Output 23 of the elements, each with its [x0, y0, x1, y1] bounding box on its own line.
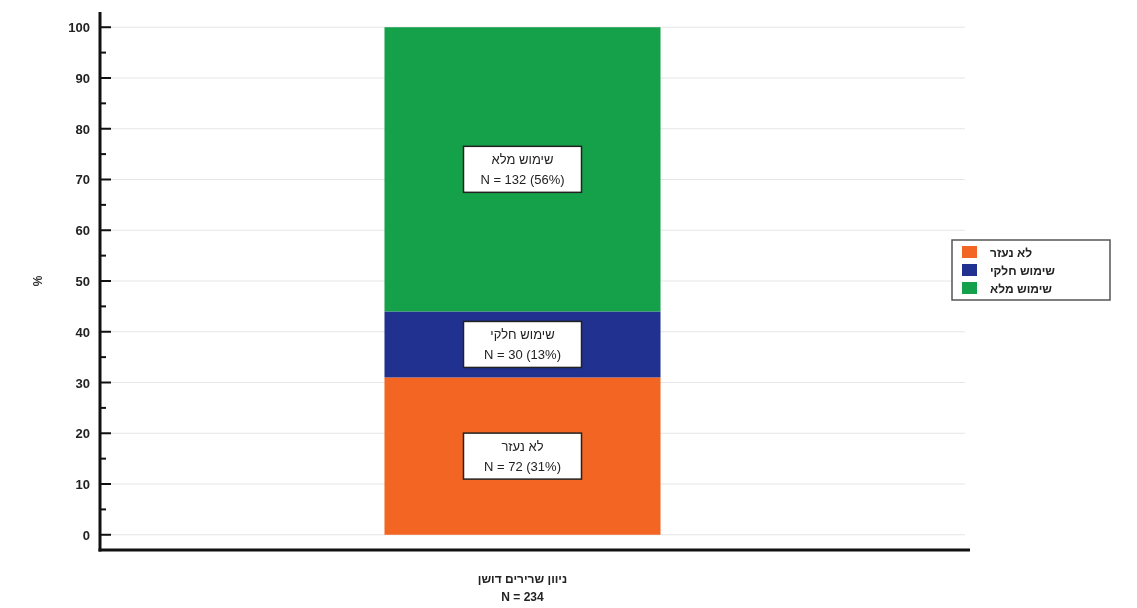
y-tick-label: 30: [75, 375, 90, 391]
text: שימוש מלא: [491, 152, 554, 168]
text: שימוש חלקי: [490, 327, 555, 343]
y-tick-label: 40: [75, 324, 90, 340]
x-tick-label: ניוון שרירים דושן: [477, 572, 568, 586]
data-label: N = 30 (13%): [484, 347, 561, 363]
y-tick-label: 60: [75, 223, 90, 239]
y-axis-title: %: [31, 275, 45, 287]
text: N = 234: [501, 590, 544, 604]
legend-label: שימוש מלא: [990, 282, 1053, 296]
legend-label: לא נעזר: [990, 246, 1033, 260]
y-tick-label: 80: [75, 121, 90, 137]
y-tick-label: 70: [75, 172, 90, 188]
y-tick-label: 20: [75, 426, 90, 442]
y-tick-label: 50: [75, 274, 90, 289]
y-tick-label: 10: [75, 477, 90, 493]
y-tick-label: 100: [68, 20, 90, 36]
y-tick-label: 0: [82, 527, 90, 543]
data-label: N = 132 (56%): [480, 172, 565, 188]
text: לא נעזר: [501, 439, 544, 455]
data-label: N = 72 (31%): [484, 459, 561, 475]
legend-label: שימוש חלקי: [990, 264, 1056, 278]
y-tick-label: 90: [75, 70, 90, 86]
